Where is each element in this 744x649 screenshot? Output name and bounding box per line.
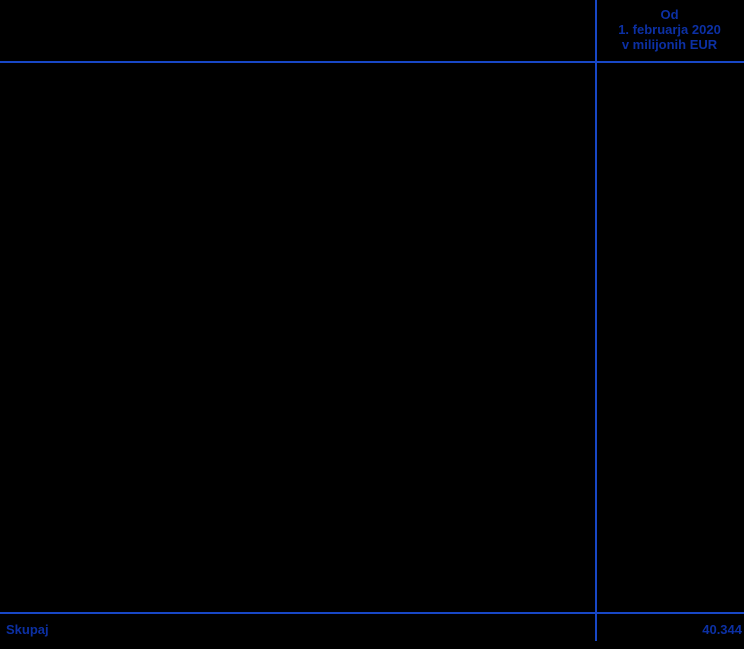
total-row-value: 40.344 bbox=[702, 622, 742, 637]
value-column-header: Od 1. februarja 2020 v milijonih EUR bbox=[597, 7, 742, 52]
header-separator-rule bbox=[0, 61, 744, 63]
col-header-line-2: 1. februarja 2020 bbox=[618, 22, 721, 37]
col-header-line-3: v milijonih EUR bbox=[621, 37, 718, 52]
total-separator-rule bbox=[0, 612, 744, 614]
col-header-line-1: Od bbox=[660, 7, 679, 22]
column-divider-rule bbox=[595, 0, 597, 641]
total-row-label: Skupaj bbox=[6, 622, 49, 637]
